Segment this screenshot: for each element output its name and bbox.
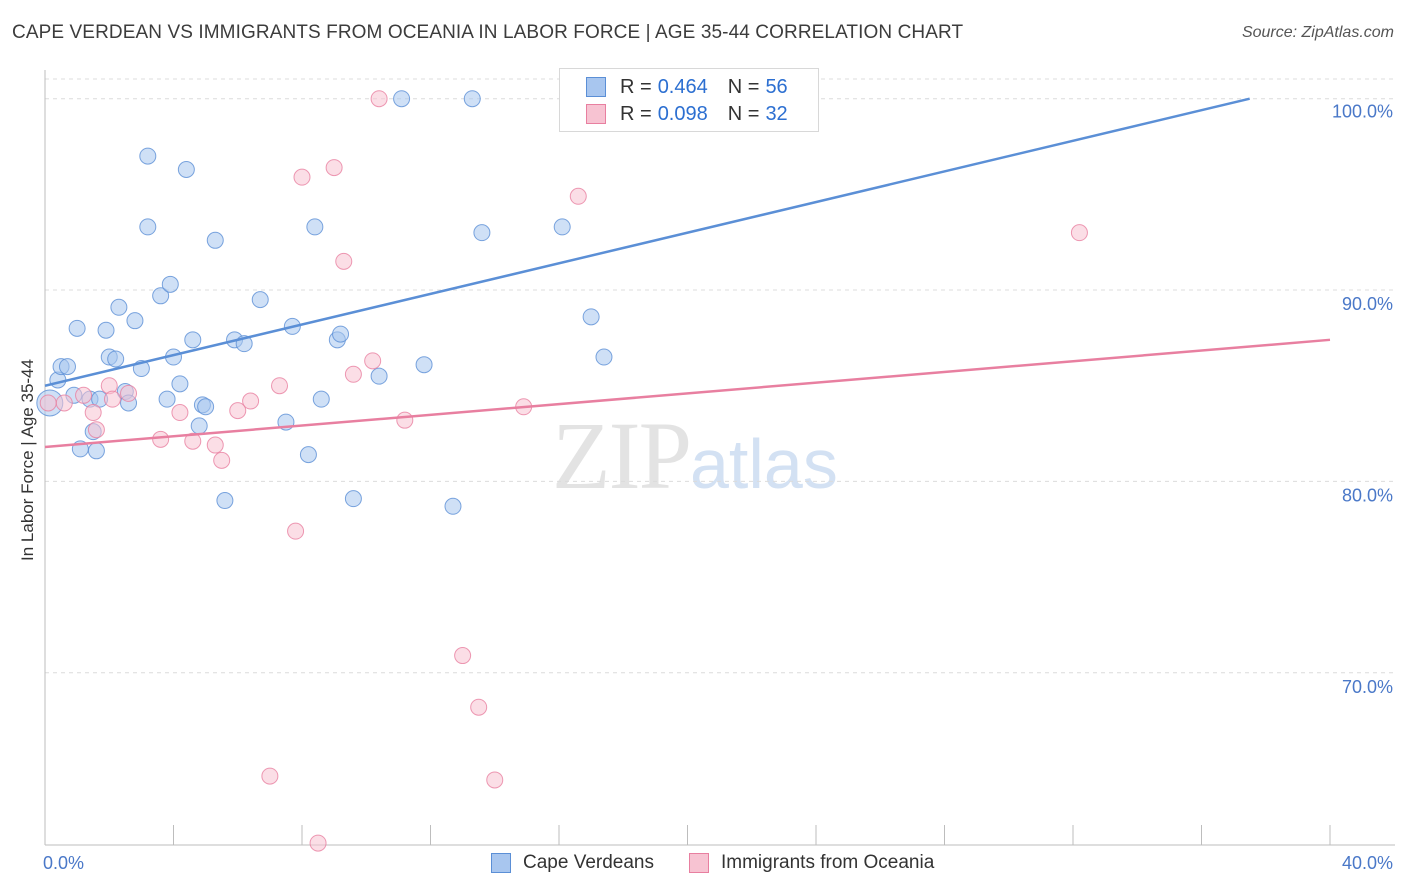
oceania-point	[120, 384, 138, 402]
cape-verdean-point	[190, 417, 208, 435]
oceania-point	[213, 451, 231, 469]
r-label: R =	[620, 75, 652, 98]
cape-verdean-point	[444, 497, 462, 515]
x-tick-label: 0.0%	[43, 853, 84, 873]
oceania-point	[370, 90, 388, 108]
cape-verdean-trendline	[44, 97, 1250, 387]
r-value: 0.098	[657, 102, 708, 125]
cape-verdean-point	[171, 375, 189, 393]
oceania-point	[486, 771, 504, 789]
watermark-atlas: atlas	[690, 425, 838, 503]
legend-swatch-pink	[689, 853, 709, 873]
cape-verdean-point	[126, 312, 144, 330]
watermark-zip: ZIP	[552, 402, 692, 509]
cape-verdean-point	[87, 442, 105, 460]
legend-item-oceania[interactable]: Immigrants from Oceania	[689, 852, 934, 874]
cape-verdean-point	[152, 287, 170, 305]
oceania-point	[84, 404, 102, 422]
oceania-point	[470, 698, 488, 716]
oceania-point	[344, 365, 362, 383]
cape-verdean-point	[139, 147, 157, 165]
cape-verdean-point	[582, 308, 600, 326]
stats-legend-row-pink: R = 0.098 N = 32	[586, 102, 788, 126]
legend-label: Cape Verdeans	[523, 852, 654, 873]
y-tick-label: 70.0%	[1342, 677, 1393, 697]
n-label: N =	[727, 75, 760, 98]
y-tick-label: 100.0%	[1332, 102, 1393, 122]
cape-verdean-point	[161, 275, 179, 293]
oceania-point	[569, 187, 587, 205]
oceania-point	[293, 168, 311, 186]
pink-swatch	[586, 104, 606, 124]
oceania-point	[396, 411, 414, 429]
cape-verdean-point	[312, 390, 330, 408]
oceania-point	[229, 402, 247, 420]
cape-verdean-point	[332, 325, 350, 343]
cape-verdean-point	[306, 218, 324, 236]
oceania-point	[87, 421, 105, 439]
blue-swatch	[586, 77, 606, 97]
cape-verdean-point	[184, 331, 202, 349]
oceania-point	[39, 394, 57, 412]
cape-verdean-point	[299, 446, 317, 464]
oceania-point	[171, 404, 189, 422]
n-value: 56	[765, 75, 788, 98]
n-value: 32	[765, 102, 788, 125]
oceania-point	[152, 430, 170, 448]
oceania-point	[55, 394, 73, 412]
cape-verdean-point	[415, 356, 433, 374]
cape-verdean-point	[68, 319, 86, 337]
source-label: Source: ZipAtlas.com	[1241, 24, 1394, 41]
cape-verdean-point	[251, 291, 269, 309]
cape-verdean-point	[553, 218, 571, 236]
cape-verdean-point	[393, 90, 411, 108]
series-legend: Cape Verdeans Immigrants from Oceania	[0, 852, 1406, 878]
chart-title: CAPE VERDEAN VS IMMIGRANTS FROM OCEANIA …	[12, 22, 964, 43]
cape-verdean-point	[216, 492, 234, 510]
cape-verdean-point	[58, 358, 76, 376]
cape-verdean-point	[139, 218, 157, 236]
y-tick-label: 80.0%	[1342, 485, 1393, 505]
oceania-point	[75, 386, 93, 404]
oceania-point	[271, 377, 289, 395]
cape-verdean-point	[177, 161, 195, 179]
cape-verdean-point	[206, 231, 224, 249]
oceania-point	[454, 647, 472, 665]
x-tick-label: 40.0%	[1342, 853, 1393, 873]
oceania-point	[206, 436, 224, 454]
cape-verdean-point	[197, 398, 215, 416]
stats-legend-row-blue: R = 0.464 N = 56	[586, 75, 788, 99]
legend-swatch-blue	[491, 853, 511, 873]
oceania-point	[184, 432, 202, 450]
oceania-trendline	[44, 338, 1331, 449]
r-label: R =	[620, 102, 652, 125]
cape-verdean-point	[463, 90, 481, 108]
oceania-point	[325, 159, 343, 177]
y-tick-label: 90.0%	[1342, 294, 1393, 314]
cape-verdean-point	[97, 321, 115, 339]
cape-verdean-point	[370, 367, 388, 385]
n-label: N =	[727, 102, 760, 125]
cape-verdean-point	[158, 390, 176, 408]
oceania-point	[1070, 224, 1088, 242]
oceania-point	[309, 834, 327, 852]
oceania-point	[335, 252, 353, 270]
cape-verdean-point	[110, 298, 128, 316]
oceania-point	[364, 352, 382, 370]
legend-item-cape-verdeans[interactable]: Cape Verdeans	[491, 852, 654, 874]
stats-legend: R = 0.464 N = 56 R = 0.098 N = 32	[559, 68, 819, 132]
oceania-point	[261, 767, 279, 785]
watermark: ZIPatlas	[552, 400, 838, 511]
cape-verdean-point	[595, 348, 613, 366]
r-value: 0.464	[657, 75, 708, 98]
cape-verdean-point	[473, 224, 491, 242]
cape-verdean-point	[344, 490, 362, 508]
oceania-point	[103, 390, 121, 408]
oceania-point	[287, 522, 305, 540]
oceania-point	[242, 392, 260, 410]
cape-verdean-point	[107, 350, 125, 368]
legend-label: Immigrants from Oceania	[721, 852, 935, 873]
